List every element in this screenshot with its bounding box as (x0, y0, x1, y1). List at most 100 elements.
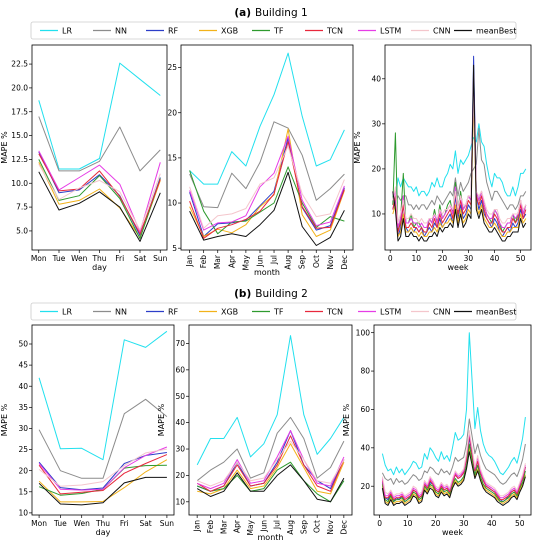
y-tick-label: 50 (175, 392, 185, 401)
x-tick-label: Wen (71, 254, 88, 263)
y-tick-label: 10 (167, 199, 177, 208)
y-tick-label: 10 (18, 508, 28, 517)
x-tick-label: Jan (185, 255, 194, 268)
x-tick-label: 20 (431, 519, 441, 528)
chart-6: 20 40 60 80 100 0 10 20 30 40 50 week MAPE % (342, 324, 532, 537)
series-line-tf (197, 461, 345, 503)
x-tick-label: Fri (115, 254, 124, 263)
x-tick-label: Sun (153, 254, 168, 263)
x-axis-label: day (92, 263, 107, 272)
legend-building-2: LR NN RF XGB TF TCN LSTM CNN meanBest (30, 302, 516, 321)
series-line-meanbest (392, 64, 527, 242)
x-tick-label: Tue (53, 519, 67, 528)
x-tick-label: Nov (326, 519, 335, 534)
y-tick-label: 5 (172, 244, 177, 253)
x-tick-label: May (241, 254, 250, 270)
x-tick-label: Jan (193, 520, 202, 533)
y-tick-label: 10 (371, 210, 381, 219)
y-tick-label: 40 (18, 382, 28, 391)
legend-building-1: LR NN RF XGB TF TCN LSTM CNN meanBest (30, 21, 516, 40)
x-axis-label: month (254, 268, 280, 277)
x-tick-label: Sun (160, 519, 175, 528)
x-axis-label: week (442, 528, 463, 537)
x-tick-label: 30 (464, 254, 474, 263)
series-line-meanbest (38, 171, 161, 242)
x-tick-label: Thu (91, 254, 106, 263)
series-line-meanbest (196, 464, 345, 503)
y-tick-label: 45 (18, 361, 28, 370)
y-tick-label: 80 (360, 367, 370, 376)
y-tick-label: 7.5 (16, 203, 28, 212)
chart-1: 5.0 7.5 10.0 12.5 15.0 17.5 20.0 22.5 Mon Tue Wen T… (0, 44, 168, 272)
x-tick-label: 10 (412, 254, 422, 263)
x-tick-label: Mar (219, 519, 228, 534)
x-tick-label: Nov (326, 254, 335, 269)
y-tick-label: 30 (18, 424, 28, 433)
series-line-lstm (38, 446, 168, 491)
legend-label-nn: NN (115, 308, 127, 317)
series-line-lr (392, 123, 527, 201)
y-tick-label: 15 (167, 153, 177, 162)
y-tick-label: 5.0 (16, 227, 28, 236)
series-line-cnn (197, 440, 345, 487)
series-line-nn (196, 416, 345, 482)
series-line-cnn (38, 163, 161, 231)
x-tick-label: Oct (312, 255, 321, 268)
y-tick-label: 25 (18, 445, 28, 454)
series-line-tf (38, 159, 161, 240)
x-tick-label: Tue (52, 254, 66, 263)
series-line-tcn (38, 153, 161, 235)
x-tick-label: Apr (233, 519, 242, 533)
y-axis-label: MAPE % (0, 403, 9, 436)
y-tick-label: 15 (18, 487, 28, 496)
legend-label-tf: TF (273, 27, 284, 36)
legend-label-lstm: LSTM (380, 27, 401, 36)
x-tick-label: Jul (270, 255, 279, 265)
legend-label-meanbest: meanBest (476, 27, 516, 36)
series-line-lstm (381, 432, 526, 499)
y-tick-label: 60 (360, 405, 370, 414)
y-tick-label: 20 (360, 482, 370, 491)
series-line-xgb (381, 447, 526, 504)
y-tick-label: 50 (18, 340, 28, 349)
series-line-lr (381, 332, 526, 476)
x-tick-label: 0 (377, 519, 382, 528)
legend-label-tcn: TCN (326, 27, 343, 36)
x-tick-label: Oct (313, 520, 322, 533)
x-axis-label: day (96, 528, 111, 537)
x-tick-label: Dec (339, 520, 348, 535)
legend-label-cnn: CNN (433, 27, 451, 36)
y-tick-label: 17.5 (11, 107, 28, 116)
chart-3: 10 20 30 40 0 10 20 30 40 50 week MAPE % (353, 44, 532, 272)
y-axis-label: MAPE % (157, 403, 166, 436)
y-tick-label: 35 (18, 403, 28, 412)
x-tick-label: Sat (134, 254, 146, 263)
x-tick-label: Feb (206, 520, 215, 534)
x-tick-label: 50 (516, 254, 526, 263)
x-tick-label: Fri (120, 519, 129, 528)
plot-frame (373, 324, 532, 516)
series-line-rf (381, 437, 526, 503)
x-tick-label: May (246, 519, 255, 535)
x-tick-label: Aug (284, 255, 293, 270)
x-tick-label: Jun (255, 255, 264, 268)
x-tick-label: Jun (259, 520, 268, 533)
series-line-rf (189, 137, 345, 237)
y-tick-label: 70 (175, 339, 185, 348)
legend-label-tf: TF (273, 308, 284, 317)
plot-frame (188, 324, 353, 516)
y-tick-label: 22.5 (11, 60, 28, 69)
x-tick-label: Thu (95, 519, 110, 528)
legend-label-lr: LR (62, 308, 72, 317)
x-tick-label: 40 (487, 519, 497, 528)
y-tick-label: 15.0 (11, 131, 28, 140)
series-line-cnn (189, 145, 345, 229)
legend-label-tcn: TCN (326, 308, 343, 317)
x-axis-label: week (447, 263, 468, 272)
chart-4: 10 15 20 25 30 35 40 45 50 Mon Tue Wen Thu Fri Sat Sun d… (0, 324, 175, 537)
y-tick-label: 30 (371, 119, 381, 128)
legend-label-rf: RF (168, 308, 179, 317)
series-line-nn (381, 418, 526, 485)
legend-label-lstm: LSTM (380, 308, 401, 317)
series-line-lstm (38, 150, 161, 233)
